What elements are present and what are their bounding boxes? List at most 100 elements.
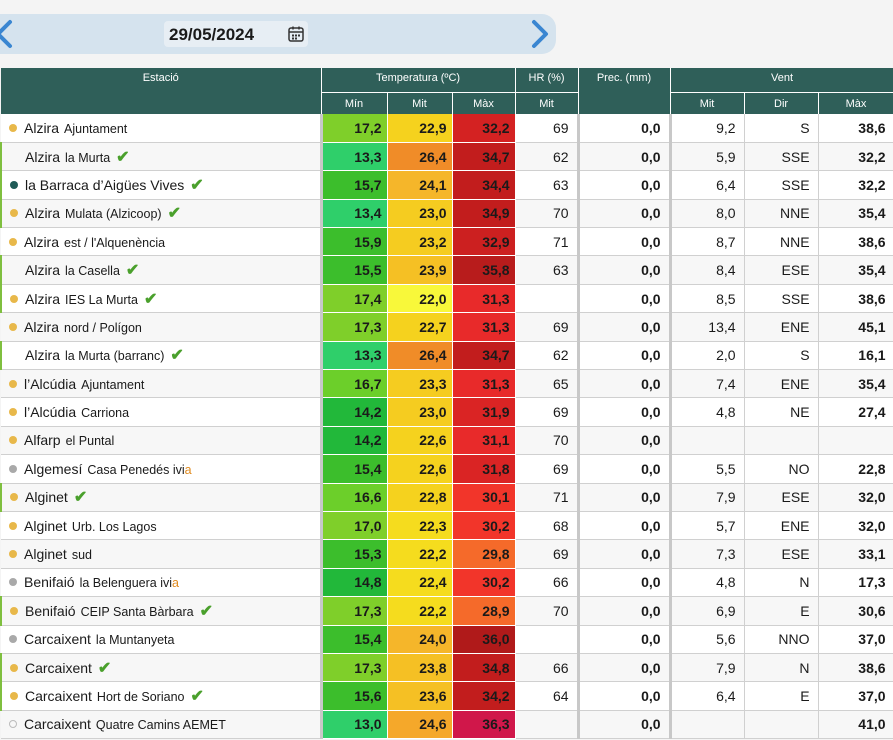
station-subname[interactable]: Casa Penedés: [87, 462, 170, 477]
col-temp-min[interactable]: Mín: [321, 91, 388, 114]
station-name[interactable]: Carcaixent: [25, 659, 92, 676]
station-cell[interactable]: Algemesí Casa Penedés ivia: [1, 454, 322, 484]
station-cell[interactable]: Alfarp el Puntal: [1, 426, 322, 456]
station-subname[interactable]: est / l'Alquenència: [64, 235, 166, 250]
station-name[interactable]: Alginet: [24, 517, 67, 534]
station-subname[interactable]: Carriona: [81, 406, 130, 421]
table-row[interactable]: Carcaixent Quatre Camins AEMET 13,0 24,6 36,…: [1, 710, 893, 740]
station-subname[interactable]: el Puntal: [65, 434, 115, 449]
station-cell[interactable]: Alzira IES La Murta ✔: [0, 284, 322, 314]
table-row[interactable]: Alginet ✔ 16,6 22,8 30,1 71 0,0 7,9 ESE 32,0: [0, 483, 893, 512]
station-cell[interactable]: Alzira Mulata (Alzicoop) ✔: [0, 199, 322, 229]
station-subname[interactable]: Hort de Soriano: [96, 690, 185, 704]
station-subname[interactable]: Ajuntament: [81, 377, 145, 392]
table-row[interactable]: l’Alcúdia Carriona 14,2 23,0 31,9 69 0,0 4,8 NE 2…: [1, 397, 893, 427]
station-subname[interactable]: la Muntanyeta: [95, 633, 175, 648]
station-subname[interactable]: Quatre Camins AEMET: [95, 718, 226, 733]
table-row[interactable]: Alzira la Murta ✔ 13,3 26,4 34,7 62 0,0 5,9 SSE 32…: [0, 142, 893, 172]
station-name[interactable]: Alginet: [25, 489, 68, 506]
col-vent[interactable]: Vent: [670, 68, 893, 92]
station-cell[interactable]: Alzira la Murta ✔: [0, 142, 322, 172]
station-cell[interactable]: Alzira nord / Polígon: [1, 312, 322, 342]
station-cell[interactable]: Alginet sud: [1, 539, 322, 569]
station-subname[interactable]: la Murta (barranc): [65, 349, 165, 364]
station-name[interactable]: Carcaixent: [25, 688, 92, 704]
table-row[interactable]: Alzira est / l'Alquenència 15,9 23,2 32,9 71 0…: [1, 227, 893, 257]
station-name[interactable]: Alzira: [24, 233, 60, 250]
station-subname[interactable]: la Belenguera: [79, 576, 157, 591]
table-row[interactable]: Alzira Mulata (Alzicoop) ✔ 13,4 23,0 34,9 70 0,…: [0, 199, 893, 229]
col-temperatura[interactable]: Temperatura (ºC): [321, 68, 516, 92]
col-vent-mit[interactable]: Mit: [670, 91, 745, 114]
table-row[interactable]: Alginet sud 15,3 22,2 29,8 69 0,0 7,3 ESE 33,1: [1, 539, 893, 569]
station-name[interactable]: Benifaió: [25, 602, 76, 619]
station-name[interactable]: Carcaixent: [24, 631, 91, 648]
station-cell[interactable]: Benifaió la Belenguera ivia: [1, 568, 322, 598]
table-row[interactable]: Benifaió CEIP Santa Bàrbara ✔ 17,3 22,2 28,9 7…: [0, 596, 893, 626]
chevron-right-icon[interactable]: [528, 16, 552, 52]
table-row[interactable]: la Barraca d’Aigües Vives ✔ 15,7 24,1 34,4 63…: [0, 170, 893, 200]
station-name[interactable]: Alzira: [25, 148, 61, 165]
station-name[interactable]: Alzira: [25, 262, 61, 279]
station-cell[interactable]: Alzira est / l'Alquenència: [1, 227, 322, 257]
station-name[interactable]: Alzira: [25, 347, 61, 364]
station-cell[interactable]: Carcaixent Hort de Soriano ✔: [0, 681, 322, 711]
station-subname[interactable]: CEIP Santa Bàrbara: [80, 604, 194, 619]
station-subname[interactable]: Urb. Los Lagos: [71, 519, 157, 534]
station-name[interactable]: Algemesí: [24, 460, 83, 477]
station-name[interactable]: Alginet: [24, 546, 67, 563]
calendar-icon[interactable]: [287, 25, 305, 43]
station-subname[interactable]: IES La Murta: [65, 292, 138, 307]
station-name[interactable]: Alzira: [25, 205, 61, 222]
station-cell[interactable]: Alzira la Murta (barranc) ✔: [0, 341, 322, 371]
station-cell[interactable]: Alzira la Casella ✔: [0, 255, 322, 285]
station-name[interactable]: Benifaió: [24, 574, 75, 591]
station-name[interactable]: l’Alcúdia: [24, 404, 77, 421]
station-cell[interactable]: Alginet Urb. Los Lagos: [1, 511, 322, 541]
station-subname[interactable]: Ajuntament: [64, 121, 128, 136]
station-subname[interactable]: nord / Polígon: [64, 320, 142, 335]
station-subname[interactable]: la Casella: [65, 264, 120, 279]
station-cell[interactable]: Carcaixent ✔: [0, 653, 322, 683]
table-row[interactable]: Algemesí Casa Penedés ivia 15,4 22,6 31,8 69 0…: [1, 454, 893, 484]
station-cell[interactable]: Benifaió CEIP Santa Bàrbara ✔: [0, 596, 322, 626]
station-cell[interactable]: Carcaixent la Muntanyeta: [1, 625, 322, 654]
col-temp-max[interactable]: Màx: [452, 91, 516, 114]
table-row[interactable]: Alzira IES La Murta ✔ 17,4 22,0 31,3 0,0 8,5 SSE…: [0, 284, 893, 314]
station-subname[interactable]: Mulata (Alzicoop): [65, 207, 162, 222]
table-row[interactable]: l’Alcúdia Ajuntament 16,7 23,3 31,3 65 0,0 7,4 E…: [1, 369, 893, 399]
col-hr-mit[interactable]: Mit: [515, 91, 579, 114]
station-cell[interactable]: la Barraca d’Aigües Vives ✔: [0, 170, 322, 200]
station-name[interactable]: Alzira: [25, 290, 61, 307]
col-estacio[interactable]: Estació: [1, 68, 322, 114]
table-row[interactable]: Alfarp el Puntal 14,2 22,6 31,1 70 0,0: [1, 426, 893, 456]
col-vent-dir[interactable]: Dir: [744, 91, 819, 114]
table-row[interactable]: Alzira nord / Polígon 17,3 22,7 31,3 69 0,0 13,…: [1, 312, 893, 342]
station-subname[interactable]: la Murta: [65, 150, 111, 165]
station-cell[interactable]: l’Alcúdia Carriona: [1, 397, 322, 427]
station-name[interactable]: la Barraca d’Aigües Vives: [25, 176, 185, 193]
station-name[interactable]: Alzira: [24, 318, 60, 335]
station-cell[interactable]: l’Alcúdia Ajuntament: [1, 369, 322, 399]
station-name[interactable]: Carcaixent: [24, 716, 91, 733]
chevron-left-icon[interactable]: [0, 16, 16, 52]
station-cell[interactable]: Alzira Ajuntament: [1, 114, 322, 143]
table-row[interactable]: Carcaixent ✔ 17,3 23,8 34,8 66 0,0 7,9 N 38,6: [0, 653, 893, 683]
station-cell[interactable]: Carcaixent Quatre Camins AEMET: [1, 710, 322, 740]
col-hr[interactable]: HR (%): [515, 68, 579, 92]
station-subname[interactable]: sud: [71, 548, 92, 563]
station-name[interactable]: Alfarp: [24, 432, 61, 449]
table-row[interactable]: Alzira la Casella ✔ 15,5 23,9 35,8 63 0,0 8,4 ESE…: [0, 255, 893, 285]
station-cell[interactable]: Alginet ✔: [0, 483, 322, 512]
col-vent-max[interactable]: Màx: [818, 91, 893, 114]
col-prec[interactable]: Prec. (mm): [578, 68, 671, 114]
table-row[interactable]: Alzira la Murta (barranc) ✔ 13,3 26,4 34,7 62 0…: [0, 341, 893, 371]
col-temp-mit[interactable]: Mit: [387, 91, 453, 114]
table-row[interactable]: Alginet Urb. Los Lagos 17,0 22,3 30,2 68 0,0 5,…: [1, 511, 893, 541]
table-row[interactable]: Benifaió la Belenguera ivia 14,8 22,4 30,2 66…: [1, 568, 893, 598]
table-row[interactable]: Alzira Ajuntament 17,2 22,9 32,2 69 0,0 9,2 S 38,…: [1, 114, 893, 143]
station-name[interactable]: l’Alcúdia: [24, 375, 77, 392]
date-field[interactable]: 29/05/2024: [164, 21, 308, 47]
station-name[interactable]: Alzira: [24, 119, 60, 136]
table-row[interactable]: Carcaixent la Muntanyeta 15,4 24,0 36,0 0,0 5,…: [1, 625, 893, 654]
